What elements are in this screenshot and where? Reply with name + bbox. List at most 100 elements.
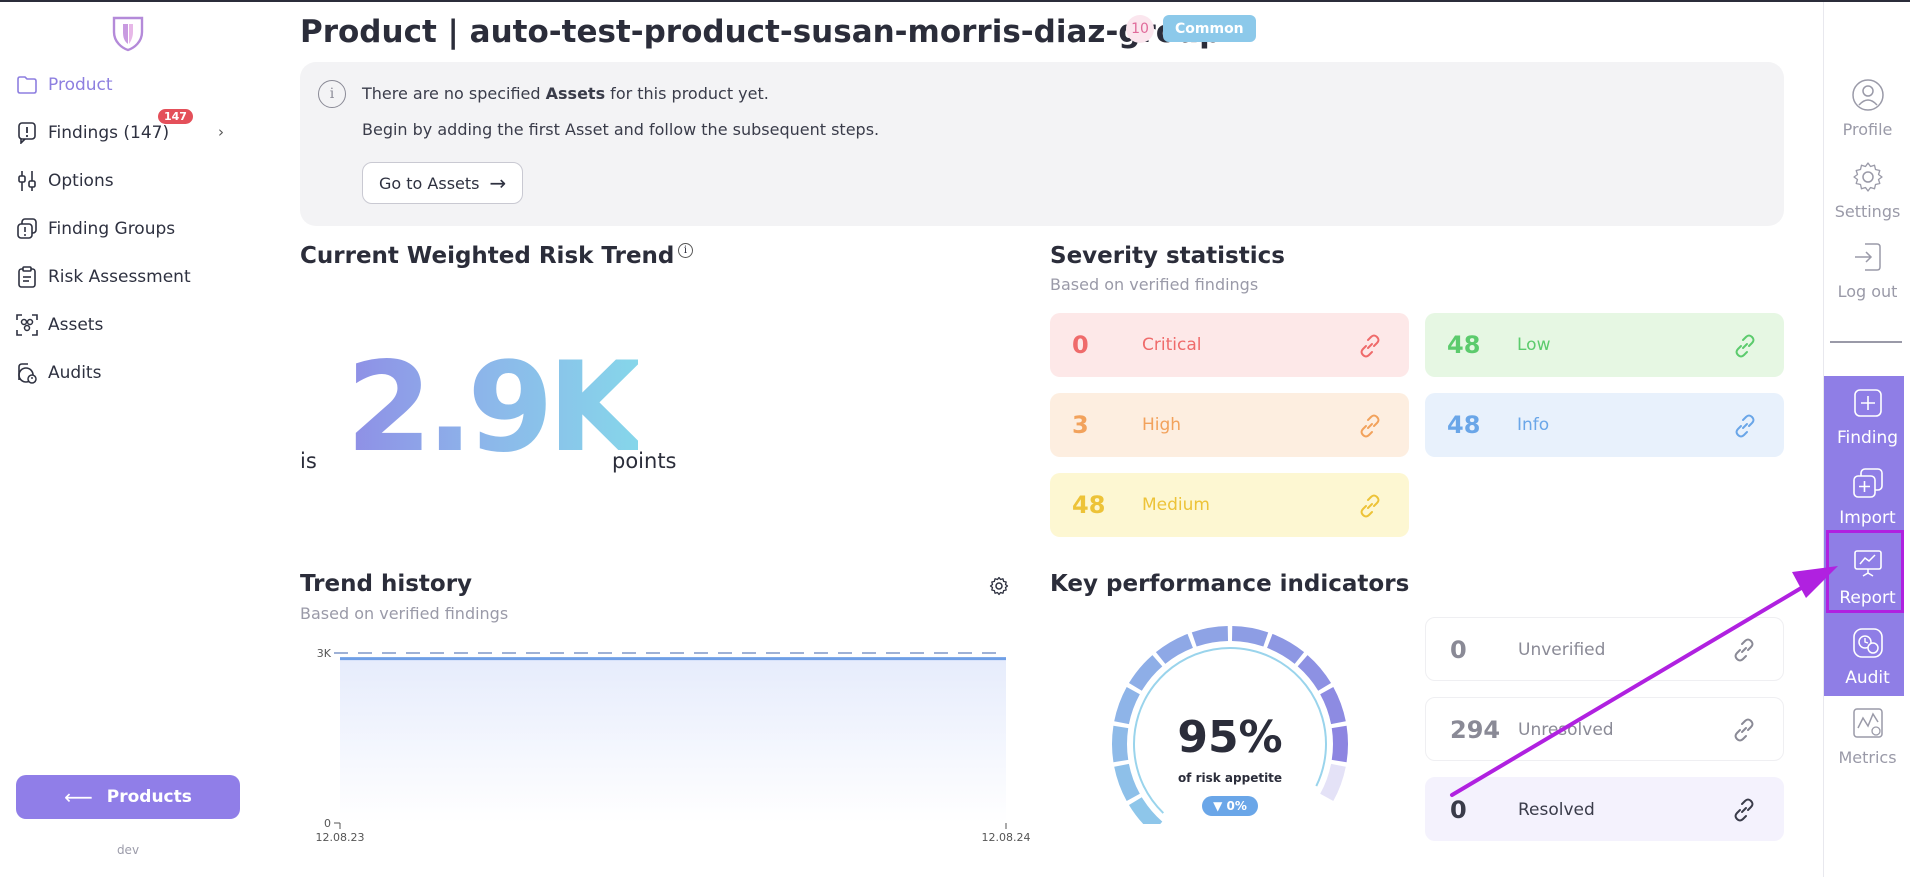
go-to-assets-button[interactable]: Go to Assets → [362,162,524,204]
clipboard-icon [16,266,38,288]
link-icon [1735,414,1755,438]
rail-metrics[interactable]: Metrics [1824,696,1910,774]
trend-history-subtitle: Based on verified findings [300,604,509,623]
folder-icon [16,74,38,96]
import-icon [1852,468,1883,498]
findings-count-badge: 147 [158,109,193,124]
severity-count: 48 [1447,411,1481,439]
severity-card-medium[interactable]: 48 Medium [1050,473,1409,537]
rail-label: Log out [1837,282,1898,301]
x-tick-label: 12.08.24 [982,831,1031,844]
products-back-button[interactable]: ⟵ Products [16,775,240,819]
sidebar-item-findings[interactable]: Findings (147) 147 › [16,109,240,148]
rail-audit[interactable]: Audit [1824,616,1910,694]
severity-label: Info [1517,415,1550,435]
risk-suffix: points [612,449,677,473]
severity-count: 48 [1447,331,1481,359]
sidebar-item-options[interactable]: Options [16,166,240,196]
top-border [0,0,1910,2]
findings-icon [16,122,38,144]
gauge-segment [1114,686,1140,725]
report-icon [1853,550,1882,577]
severity-title: Severity statistics [1050,243,1285,269]
rail-actions-panel: Finding Import Report Audit [1824,376,1904,696]
kpi-card-unverified[interactable]: 0 Unverified [1425,617,1784,681]
rail-label: Metrics [1838,748,1897,767]
kpi-count: 0 [1450,796,1467,824]
rail-label: Settings [1834,202,1901,221]
page-title: Product | auto-test-product-susan-morris… [300,14,1222,50]
rail-logout[interactable]: Log out [1824,230,1910,308]
kpi-card-unresolved[interactable]: 294 Unresolved [1425,697,1784,761]
rail-label: Audit [1845,668,1890,688]
risk-value: 2.9K [346,336,644,480]
gauge-segment [1320,686,1346,725]
rail-import[interactable]: Import [1824,456,1910,534]
trend-history-title: Trend history [300,571,473,597]
sidebar-item-label: Risk Assessment [48,267,191,287]
gauge-segment [1320,763,1346,802]
sidebar-item-assets[interactable]: Assets [16,310,240,340]
kpi-label: Unresolved [1518,720,1614,740]
sidebar-item-finding-groups[interactable]: Finding Groups [16,214,240,244]
sidebar-item-product[interactable]: Product [16,70,240,100]
left-sidebar: Product Findings (147) 147 › Options Fin… [0,2,256,877]
gauge-segment [1128,797,1163,824]
rail-settings[interactable]: Settings [1824,150,1910,228]
profile-icon [1851,79,1884,111]
severity-label: Low [1517,335,1551,355]
severity-label: Medium [1142,495,1210,515]
risk-prefix: is [300,449,317,473]
rail-report[interactable]: Report [1824,536,1910,614]
environment-label: dev [116,843,140,857]
report-highlight-box [1826,530,1904,613]
sidebar-item-risk-assessment[interactable]: Risk Assessment [16,262,240,292]
link-icon [1360,334,1380,358]
gauge-inner-arc [1133,647,1327,814]
link-icon [1734,638,1754,662]
link-icon [1360,494,1380,518]
link-icon [1360,414,1380,438]
risk-trend-title: Current Weighted Risk Trend [300,243,675,269]
severity-card-high[interactable]: 3 High [1050,393,1409,457]
link-icon [1734,718,1754,742]
gauge-segment [1112,725,1129,763]
gauge-segment [1191,626,1229,647]
rail-divider [1830,341,1902,343]
kpi-title: Key performance indicators [1050,571,1410,597]
x-tick-label: 12.08.23 [316,831,365,844]
rail-profile[interactable]: Profile [1824,68,1910,146]
link-icon [1734,798,1754,822]
chevron-right-icon[interactable]: › [218,123,224,141]
gauge-segment [1297,655,1332,691]
rail-label: Finding [1836,428,1899,448]
link-icon [1735,334,1755,358]
risk-appetite-gauge [1112,626,1348,824]
y-tick-label: 3K [317,647,332,660]
options-icon [16,170,38,192]
sidebar-item-audits[interactable]: Audits [16,358,240,388]
audits-icon [16,362,38,384]
risk-info-icon[interactable]: i [678,243,693,258]
sidebar-item-label: Assets [48,315,104,335]
severity-card-low[interactable]: 48 Low [1425,313,1784,377]
notice-line-2: Begin by adding the first Asset and foll… [362,120,880,139]
severity-card-info[interactable]: 48 Info [1425,393,1784,457]
audit-icon [1852,628,1883,658]
chart-settings-gear-icon[interactable] [989,576,1009,596]
app-logo-icon[interactable] [110,14,146,52]
gauge-value: 95% [1177,712,1283,763]
notice-line-1: There are no specified Assets for this p… [362,84,769,103]
rail-label: Import [1839,508,1896,528]
rail-new-finding[interactable]: Finding [1824,376,1910,454]
finding-groups-icon [16,218,38,240]
kpi-card-resolved[interactable]: 0 Resolved [1425,777,1784,841]
trend-history-chart: 0 3K 12.08.23 12.08.24 [316,647,1031,844]
severity-card-critical[interactable]: 0 Critical [1050,313,1409,377]
product-tag-badge: Common [1163,15,1256,42]
gauge-segment [1128,655,1163,691]
severity-label: High [1142,415,1182,435]
arrow-left-icon: ⟵ [64,785,93,809]
no-assets-notice: i There are no specified Assets for this… [300,62,1784,226]
kpi-count: 294 [1450,716,1501,744]
